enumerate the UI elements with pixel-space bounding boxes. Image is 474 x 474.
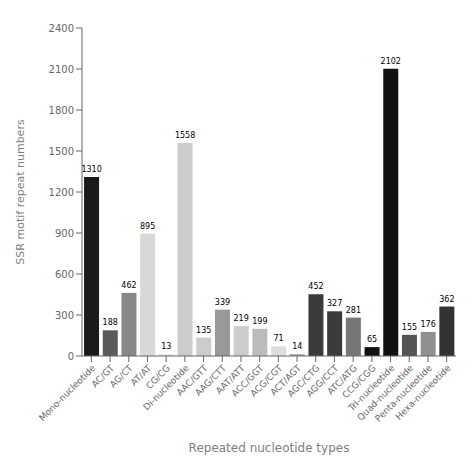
svg-text:Repeated nucleotide types: Repeated nucleotide types [189, 441, 350, 455]
svg-text:1800: 1800 [49, 105, 74, 116]
svg-text:14: 14 [292, 342, 302, 351]
svg-text:327: 327 [327, 299, 342, 308]
svg-text:1500: 1500 [49, 146, 74, 157]
svg-text:AT/AT: AT/AT [128, 362, 154, 388]
svg-text:199: 199 [252, 317, 267, 326]
svg-text:AAC/GTT: AAC/GTT [174, 362, 210, 398]
svg-text:Di-nucleotide: Di-nucleotide [141, 362, 191, 413]
svg-text:176: 176 [421, 320, 436, 329]
svg-text:Tri-nucleotide: Tri-nucleotide [346, 362, 397, 413]
svg-text:Penta-nucleotide: Penta-nucleotide [373, 362, 434, 424]
svg-text:Hexa-nucleotide: Hexa-nucleotide [394, 363, 453, 422]
svg-text:AC/GT: AC/GT [89, 362, 116, 390]
svg-text:1310: 1310 [81, 165, 101, 174]
svg-text:ACC/GGT: ACC/GGT [229, 362, 266, 399]
svg-text:CCG/CGG: CCG/CGG [340, 362, 378, 401]
svg-text:2102: 2102 [381, 57, 401, 66]
svg-text:452: 452 [308, 282, 323, 291]
svg-text:SSR motif repeat numbers: SSR motif repeat numbers [14, 119, 27, 265]
svg-text:2100: 2100 [49, 64, 74, 75]
svg-text:300: 300 [55, 310, 74, 321]
svg-text:65: 65 [367, 335, 377, 344]
svg-text:0: 0 [68, 351, 74, 362]
svg-text:135: 135 [196, 326, 211, 335]
svg-text:AGG/CCT: AGG/CCT [304, 362, 341, 399]
svg-text:462: 462 [121, 281, 136, 290]
svg-text:AAT/ATT: AAT/ATT [213, 362, 247, 396]
svg-text:1200: 1200 [49, 187, 74, 198]
svg-text:Mono-nucleotide: Mono-nucleotide [37, 363, 97, 423]
svg-text:895: 895 [140, 222, 155, 231]
svg-text:ACT/AGT: ACT/AGT [268, 362, 303, 398]
svg-text:1558: 1558 [175, 131, 195, 140]
svg-text:900: 900 [55, 228, 74, 239]
svg-text:AG/CT: AG/CT [108, 363, 135, 390]
svg-text:362: 362 [439, 295, 454, 304]
svg-text:188: 188 [103, 318, 118, 327]
svg-text:ATC/ATG: ATC/ATG [325, 362, 360, 397]
svg-text:2400: 2400 [49, 23, 74, 34]
svg-text:600: 600 [55, 269, 74, 280]
svg-text:339: 339 [215, 298, 230, 307]
svg-text:281: 281 [346, 306, 361, 315]
svg-text:219: 219 [234, 314, 249, 323]
svg-text:71: 71 [273, 334, 283, 343]
svg-text:AAG/CTT: AAG/CTT [193, 362, 229, 398]
svg-text:AGC/CTG: AGC/CTG [285, 362, 322, 399]
svg-text:CG/CG: CG/CG [144, 362, 173, 391]
svg-text:ACG/CGT: ACG/CGT [248, 362, 285, 399]
svg-text:Quad-nucleotide: Quad-nucleotide [355, 362, 416, 423]
svg-text:13: 13 [161, 342, 171, 351]
svg-text:155: 155 [402, 323, 417, 332]
